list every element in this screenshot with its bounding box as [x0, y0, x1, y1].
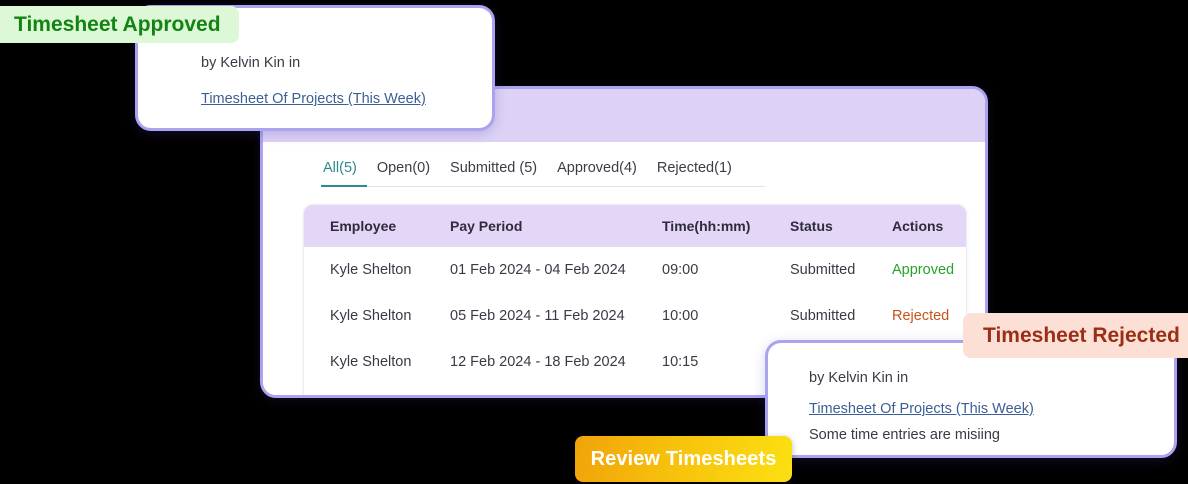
cell-pay-period: 05 Feb 2024 - 11 Feb 2024 [450, 308, 625, 324]
rejected-notification-card: by Kelvin Kin in Timesheet Of Projects (… [765, 340, 1177, 458]
review-timesheets-button[interactable]: Review Timesheets [575, 436, 792, 482]
rejected-notification-body: by Kelvin Kin in Timesheet Of Projects (… [768, 343, 1174, 455]
cell-pay-period: 01 Feb 2024 - 04 Feb 2024 [450, 262, 626, 278]
notification-project-link[interactable]: Timesheet Of Projects (This Week) [201, 91, 426, 107]
cell-action[interactable]: Approved [892, 262, 955, 278]
timesheet-table: Employee Pay Period Time(hh:mm) Status A… [304, 205, 966, 395]
cell-employee: Kyle Shelton [330, 262, 412, 278]
notification-author: by Kelvin Kin in [201, 55, 301, 71]
notification-project-link[interactable]: Timesheet Of Projects (This Week) [809, 401, 1034, 417]
cell-time: 10:15 [662, 354, 699, 370]
cell-action[interactable]: Rejected [892, 308, 950, 324]
tab-open[interactable]: Open(0) [376, 160, 431, 176]
table-row[interactable]: Kyle Shelton 05 Feb 2024 - 11 Feb 2024 1… [304, 293, 966, 339]
table-header: Employee Pay Period Time(hh:mm) Status A… [304, 205, 966, 247]
cell-status: Submitted [790, 262, 856, 278]
column-header-status: Status [790, 205, 892, 247]
tab-approved[interactable]: Approved(4) [557, 160, 637, 176]
table-row[interactable]: Kyle Shelton 01 Feb 2024 - 04 Feb 2024 0… [304, 247, 966, 293]
column-header-actions: Actions [892, 205, 966, 247]
column-header-pay-period: Pay Period [450, 205, 662, 247]
cell-time: 10:00 [662, 308, 699, 324]
column-header-time: Time(hh:mm) [662, 205, 790, 247]
status-badge-rejected: Timesheet Rejected [963, 313, 1188, 358]
cell-status: Submitted [790, 308, 856, 324]
cell-pay-period: 19 Feb 2024 - 25 Feb 2024 [450, 385, 662, 395]
timesheet-table-card: Employee Pay Period Time(hh:mm) Status A… [303, 204, 967, 395]
tab-submitted[interactable]: Submitted (5) [450, 160, 538, 176]
tab-rejected[interactable]: Rejected(1) [656, 160, 732, 176]
status-filter-tabs: All(5) Open(0) Submitted (5) Approved(4)… [321, 160, 765, 187]
cell-pay-period: 12 Feb 2024 - 18 Feb 2024 [450, 354, 626, 370]
notification-reason: Some time entries are misiing [809, 427, 1000, 443]
cell-employee: Kyle Shelton [304, 385, 450, 395]
tab-all[interactable]: All(5) [321, 160, 367, 187]
cell-employee: Kyle Shelton [330, 354, 412, 370]
notification-author: by Kelvin Kin in [809, 370, 909, 386]
cell-employee: Kyle Shelton [330, 308, 412, 324]
status-badge-approved: Timesheet Approved [0, 6, 239, 43]
cell-time: 09:00 [662, 262, 699, 278]
column-header-employee: Employee [304, 205, 450, 247]
table-header-row: Employee Pay Period Time(hh:mm) Status A… [304, 205, 966, 247]
approved-notification-body: by Kelvin Kin in Timesheet Of Projects (… [138, 8, 492, 128]
